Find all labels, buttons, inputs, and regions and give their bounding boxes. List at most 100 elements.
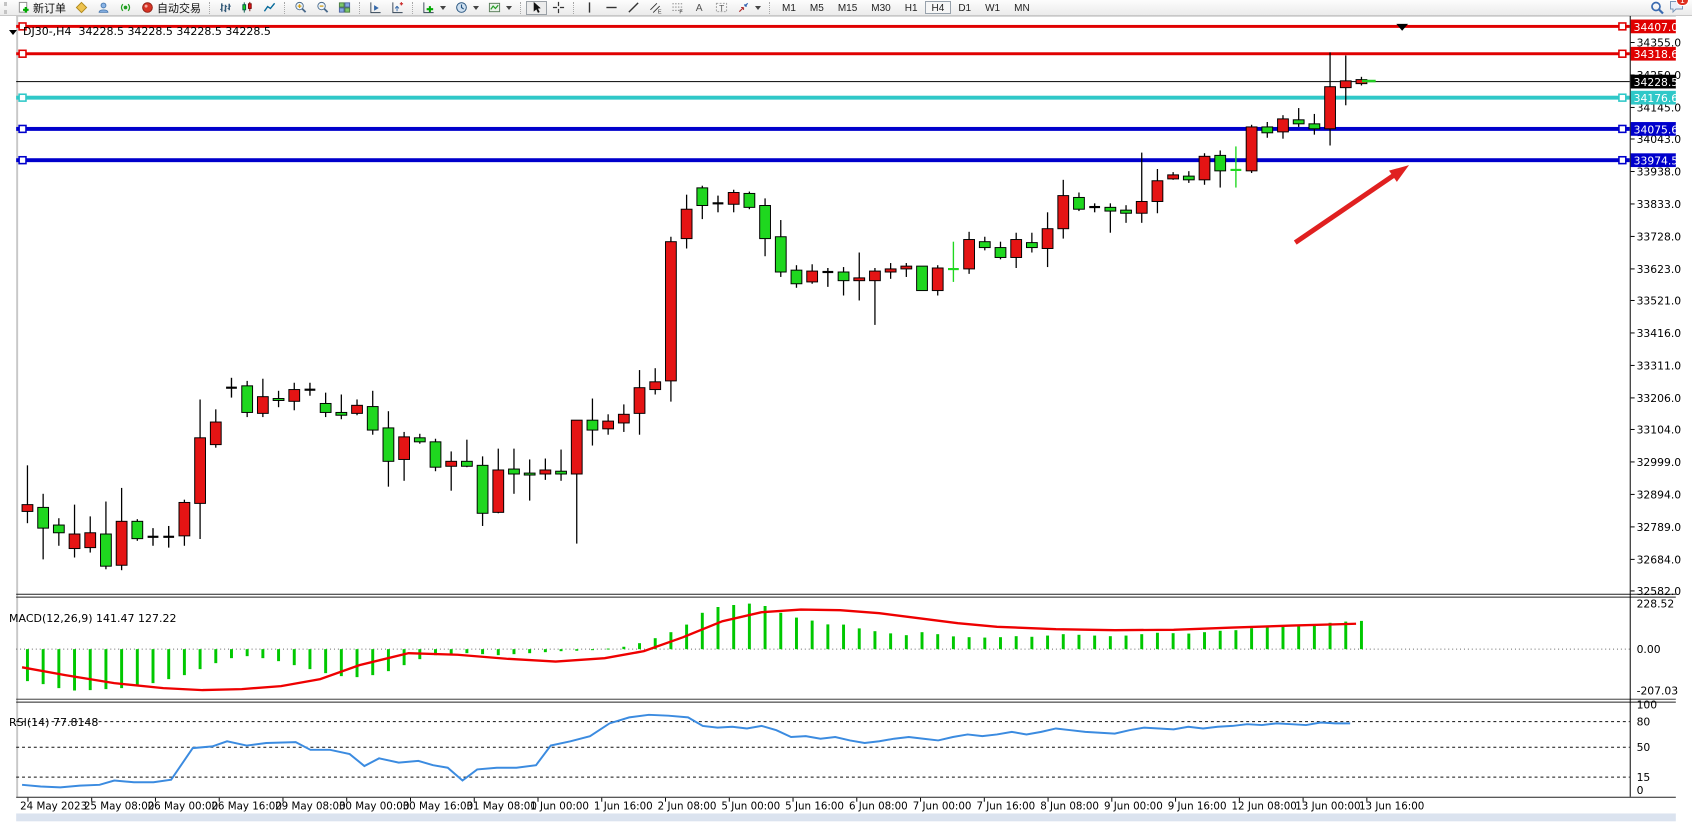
horizontal-line-tool-button[interactable] bbox=[601, 1, 622, 15]
toolbar-separator bbox=[209, 1, 211, 14]
toolbar-separator bbox=[284, 1, 286, 14]
deposit-button[interactable] bbox=[71, 1, 92, 15]
svg-text:13 Jun 16:00: 13 Jun 16:00 bbox=[1359, 801, 1424, 813]
svg-text:F: F bbox=[679, 10, 683, 14]
price-badge bbox=[1630, 74, 1676, 89]
new-order-button[interactable]: 新订单 bbox=[13, 1, 70, 15]
price-badge bbox=[1630, 19, 1676, 34]
svg-text:34145.0: 34145.0 bbox=[1637, 101, 1682, 114]
svg-text:100: 100 bbox=[1637, 699, 1658, 712]
svg-text:T: T bbox=[719, 3, 724, 13]
vertical-line-tool-button[interactable] bbox=[579, 1, 600, 15]
auto-trading-icon bbox=[142, 2, 153, 13]
chart-window[interactable]: 34355.034250.034145.034043.033938.033833… bbox=[0, 16, 1692, 836]
svg-text:1 Jun 16:00: 1 Jun 16:00 bbox=[594, 801, 653, 813]
tile-windows-icon bbox=[338, 2, 351, 13]
svg-text:9 Jun 00:00: 9 Jun 00:00 bbox=[1104, 801, 1163, 813]
svg-text:32684.0: 32684.0 bbox=[1637, 553, 1682, 566]
text-tool-button[interactable]: A bbox=[689, 1, 710, 15]
horizontal-line-icon bbox=[606, 6, 617, 9]
crosshair-icon bbox=[552, 1, 565, 14]
svg-text:32789.0: 32789.0 bbox=[1637, 521, 1682, 534]
periods-button[interactable] bbox=[451, 1, 483, 15]
toolbar-grip[interactable] bbox=[4, 1, 10, 14]
trendline-tool-button[interactable] bbox=[623, 1, 644, 15]
svg-text:25 May 08:00: 25 May 08:00 bbox=[84, 801, 155, 813]
chart-symbol-period: DJ30-,H4 bbox=[23, 25, 72, 38]
auto-trading-button[interactable]: 自动交易 bbox=[137, 1, 205, 15]
fibonacci-tool-button[interactable]: F bbox=[667, 1, 688, 15]
price-level-lines bbox=[16, 22, 1630, 165]
arrows-tool-button[interactable] bbox=[733, 1, 765, 15]
templates-button[interactable] bbox=[484, 1, 516, 15]
zoom-out-icon bbox=[317, 1, 329, 13]
timeframe-m5-button[interactable]: M5 bbox=[803, 1, 831, 14]
svg-text:33728.0: 33728.0 bbox=[1637, 230, 1682, 243]
toolbar-separator bbox=[359, 1, 361, 14]
zoom-out-button[interactable] bbox=[312, 1, 333, 15]
svg-text:26 May 00:00: 26 May 00:00 bbox=[148, 801, 219, 813]
indicators-button[interactable] bbox=[418, 1, 450, 15]
gold-icon bbox=[75, 1, 88, 14]
svg-text:6 Jun 08:00: 6 Jun 08:00 bbox=[849, 801, 908, 813]
candlestick-chart-icon bbox=[242, 1, 252, 13]
toolbar-separator bbox=[573, 1, 575, 14]
timeframe-h4-button[interactable]: H4 bbox=[924, 1, 952, 14]
notifications-button[interactable]: 1 bbox=[1669, 0, 1689, 17]
signals-button[interactable] bbox=[115, 1, 136, 15]
chart-ohlc-quotes: 34228.5 34228.5 34228.5 34228.5 bbox=[78, 25, 271, 38]
svg-text:30 May 16:00: 30 May 16:00 bbox=[403, 801, 474, 813]
account-button[interactable] bbox=[93, 1, 114, 15]
candlestick-chart-button[interactable] bbox=[237, 1, 258, 15]
svg-text:29 May 08:00: 29 May 08:00 bbox=[275, 801, 346, 813]
svg-text:0: 0 bbox=[1637, 784, 1644, 797]
timeframe-w1-button[interactable]: W1 bbox=[978, 1, 1007, 14]
svg-text:5 Jun 00:00: 5 Jun 00:00 bbox=[721, 801, 780, 813]
channel-tool-button[interactable]: E bbox=[645, 1, 666, 15]
crosshair-tool-button[interactable] bbox=[548, 1, 569, 15]
macd-indicator-label: MACD(12,26,9) 141.47 127.22 bbox=[9, 612, 177, 625]
svg-text:30 May 00:00: 30 May 00:00 bbox=[339, 801, 410, 813]
svg-text:26 May 16:00: 26 May 16:00 bbox=[211, 801, 282, 813]
rsi-pane bbox=[16, 713, 1630, 789]
timeframe-m1-button[interactable]: M1 bbox=[775, 1, 803, 14]
cursor-icon bbox=[533, 1, 541, 13]
annotations bbox=[1293, 23, 1410, 245]
search-button[interactable] bbox=[1646, 1, 1668, 15]
candles bbox=[21, 52, 1368, 571]
label-tool-button[interactable]: T bbox=[711, 1, 732, 15]
line-chart-button[interactable] bbox=[259, 1, 280, 15]
zoom-in-button[interactable] bbox=[290, 1, 311, 15]
svg-text:33416.0: 33416.0 bbox=[1637, 327, 1682, 340]
tile-windows-button[interactable] bbox=[334, 1, 355, 15]
bar-chart-button[interactable] bbox=[215, 1, 236, 15]
fibonacci-icon: F bbox=[672, 3, 683, 14]
symbol-dropdown-icon[interactable] bbox=[9, 30, 17, 35]
timeframe-m30-button[interactable]: M30 bbox=[864, 1, 897, 14]
timeframe-h1-button[interactable]: H1 bbox=[898, 1, 925, 14]
chart-shift-button[interactable] bbox=[387, 1, 408, 15]
svg-text:A: A bbox=[696, 3, 703, 14]
timeframe-m15-button[interactable]: M15 bbox=[831, 1, 864, 14]
cursor-tool-button[interactable] bbox=[526, 0, 547, 15]
main-toolbar: 新订单 自动交易 bbox=[0, 0, 1692, 16]
svg-text:24 May 2023: 24 May 2023 bbox=[20, 801, 87, 813]
search-icon bbox=[1651, 1, 1664, 14]
macd-pane bbox=[16, 603, 1630, 692]
svg-text:33938.0: 33938.0 bbox=[1637, 165, 1682, 178]
red-arrow-head bbox=[1389, 165, 1410, 182]
periods-dropdown-icon bbox=[473, 5, 479, 10]
svg-text:33833.0: 33833.0 bbox=[1637, 198, 1682, 211]
timeframe-mn-button[interactable]: MN bbox=[1007, 1, 1037, 14]
time-marker-triangle bbox=[1396, 23, 1409, 31]
price-badge bbox=[1630, 46, 1676, 61]
chart-canvas[interactable]: 34355.034250.034145.034043.033938.033833… bbox=[0, 16, 1692, 836]
price-badge bbox=[1630, 153, 1676, 168]
auto-scroll-button[interactable] bbox=[365, 1, 386, 15]
price-axis[interactable]: 34355.034250.034145.034043.033938.033833… bbox=[1629, 16, 1682, 797]
timeframe-d1-button[interactable]: D1 bbox=[951, 1, 978, 14]
svg-text:1 Jun 00:00: 1 Jun 00:00 bbox=[530, 801, 589, 813]
red-arrow-shaft bbox=[1293, 170, 1399, 245]
label-tool-icon: T bbox=[715, 3, 728, 13]
